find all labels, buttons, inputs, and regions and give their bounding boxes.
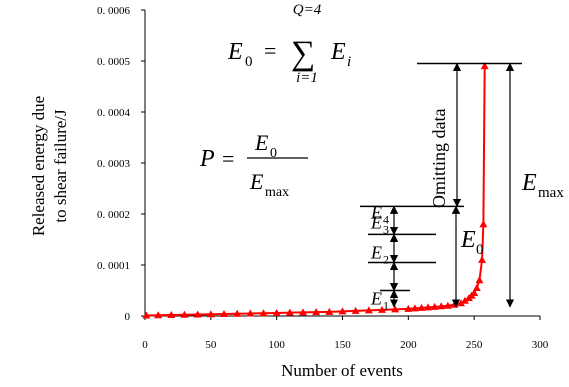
y-tick-label: 0. 0003 xyxy=(97,158,131,170)
e-level-labels: E 1E 2E 3E 4 xyxy=(370,202,389,312)
data-point xyxy=(480,62,489,70)
data-point xyxy=(325,307,334,315)
data-point xyxy=(299,308,307,316)
y-tick-label: 0. 0006 xyxy=(97,5,131,17)
data-point xyxy=(233,309,242,317)
data-point xyxy=(378,305,386,313)
data-point xyxy=(470,289,479,297)
data-point xyxy=(220,309,228,317)
x-tick-label: 150 xyxy=(334,339,351,351)
data-point xyxy=(410,304,419,312)
sum-formula-lhs: E xyxy=(227,39,243,65)
x-tick-label: 50 xyxy=(205,339,217,351)
y-tick-label: 0 xyxy=(125,311,131,323)
data-point xyxy=(391,305,400,313)
data-point xyxy=(475,276,484,284)
ratio-formula-num-sub: 0 xyxy=(270,146,277,161)
data-point xyxy=(437,302,446,310)
e-level-label-sub: 3 xyxy=(383,222,389,236)
y-tick-label: 0. 0005 xyxy=(97,56,131,68)
sum-formula: E 0 = ∑ Q=4 i=1 E i xyxy=(227,2,351,86)
x-axis-title: Number of events xyxy=(281,361,403,380)
e-level-label-sub: 2 xyxy=(383,252,389,266)
x-tick-label: 250 xyxy=(466,339,483,351)
x-tick-label: 300 xyxy=(532,339,549,351)
ratio-formula-num: E xyxy=(254,130,269,155)
e0-label-letter: E xyxy=(460,227,476,253)
ratio-formula-eq: = xyxy=(222,146,234,171)
e-level-label-sub: 1 xyxy=(383,299,389,313)
x-tick-label: 100 xyxy=(268,339,285,351)
data-point xyxy=(285,308,294,316)
data-point xyxy=(193,310,202,318)
data-point xyxy=(259,309,268,317)
ratio-formula-lhs: P xyxy=(199,146,215,172)
data-point xyxy=(180,310,189,318)
data-point xyxy=(167,310,176,318)
sum-formula-term: E xyxy=(330,39,346,65)
e-level-label-letter: E xyxy=(370,212,382,232)
emax-label-letter: E xyxy=(521,170,537,196)
data-point xyxy=(443,301,452,309)
x-tick-label: 200 xyxy=(400,339,417,351)
data-point xyxy=(417,303,426,311)
y-tick-label: 0. 0002 xyxy=(97,209,130,221)
data-point xyxy=(479,220,488,228)
y-axis-title-line-1: Released energy due xyxy=(29,96,48,236)
data-point xyxy=(142,311,151,319)
data-point xyxy=(312,308,321,316)
omitting-data-label: Omitting data xyxy=(429,109,449,208)
emax-label: E max xyxy=(521,170,564,201)
data-point xyxy=(424,303,433,311)
data-point xyxy=(472,283,481,291)
data-point xyxy=(351,306,360,314)
ratio-formula-den-sub: max xyxy=(265,185,289,200)
data-point xyxy=(154,311,163,319)
emax-label-sub: max xyxy=(538,185,564,201)
data-point xyxy=(206,310,215,318)
e-level-label-sub: 4 xyxy=(383,212,389,226)
ratio-formula-den: E xyxy=(249,169,264,194)
e-level-label-letter: E xyxy=(370,242,382,262)
sum-formula-lower: i=1 xyxy=(296,70,318,86)
data-point xyxy=(430,302,439,310)
y-tick-label: 0. 0004 xyxy=(97,107,131,119)
sum-formula-eq: = xyxy=(264,38,276,63)
data-point xyxy=(460,296,469,304)
data-point xyxy=(404,304,413,312)
e0-label-sub: 0 xyxy=(476,242,484,258)
data-point xyxy=(338,307,347,315)
sum-formula-lhs-sub: 0 xyxy=(245,54,253,70)
sum-formula-term-sub: i xyxy=(347,54,351,70)
y-tick-label: 0. 0001 xyxy=(97,260,130,272)
y-axis-title-line-2: to shear failure/J xyxy=(51,109,70,223)
ratio-formula: P = E 0 E max xyxy=(199,130,308,200)
data-point xyxy=(272,308,281,316)
sum-formula-upper: Q=4 xyxy=(293,2,322,18)
data-point xyxy=(364,306,373,314)
e0-label: E 0 xyxy=(460,227,484,258)
e-level-label-letter: E xyxy=(370,202,382,222)
data-point xyxy=(478,255,487,263)
series-layer xyxy=(142,62,489,319)
data-point xyxy=(246,309,255,317)
sum-formula-sigma: ∑ xyxy=(291,35,315,72)
guides xyxy=(360,62,522,308)
y-axis-title: Released energy due to shear failure/J xyxy=(29,96,70,236)
x-tick-label: 0 xyxy=(142,339,148,351)
e-level-label-letter: E xyxy=(370,289,382,309)
